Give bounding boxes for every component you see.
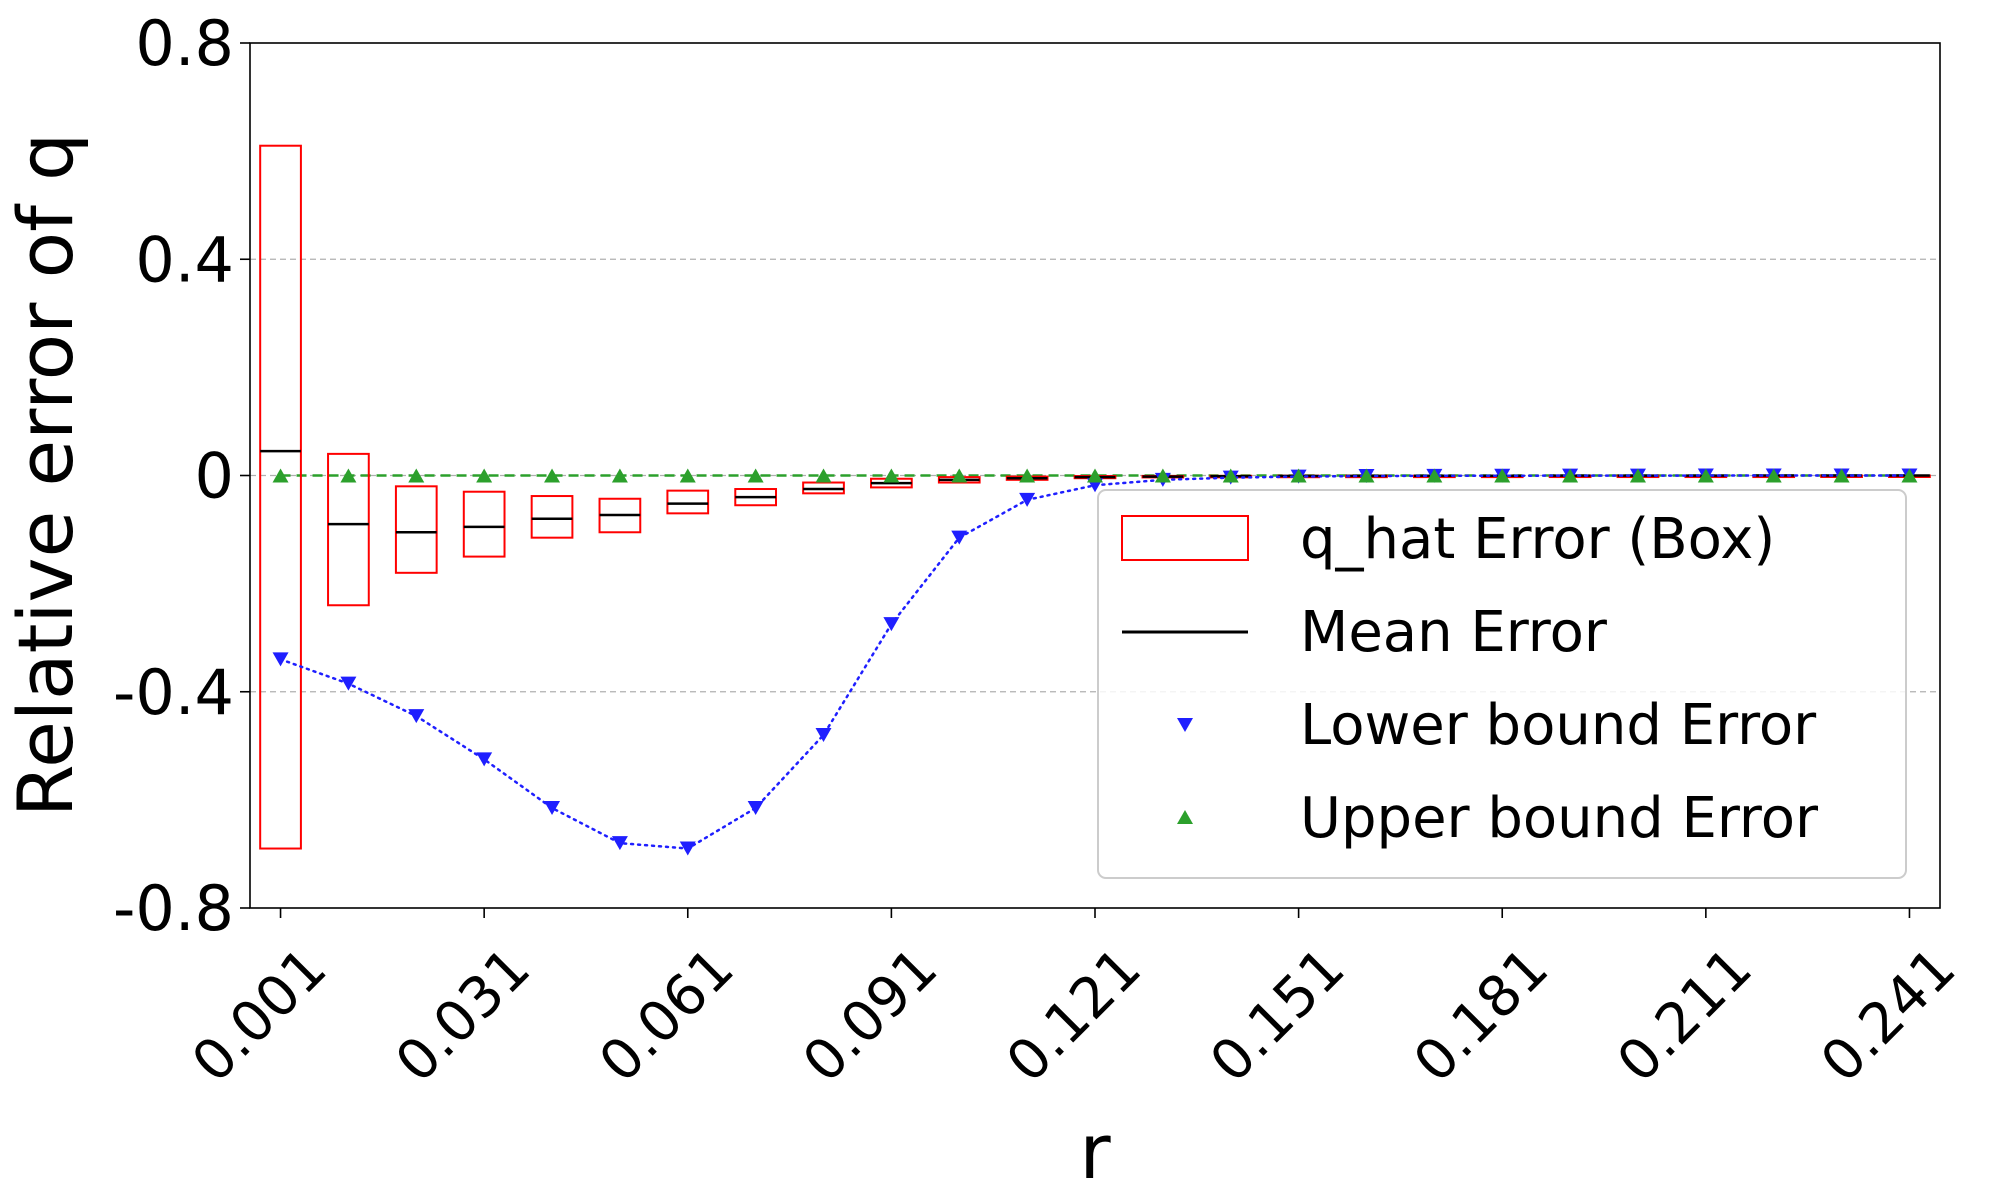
lower-bound-point (340, 676, 357, 691)
y-tick-label: 0 (195, 440, 234, 513)
upper-bound-point (340, 468, 357, 483)
lower-bound-point (747, 800, 764, 815)
error-box (462, 490, 506, 558)
upper-bound-point (1901, 468, 1918, 483)
upper-bound-point (679, 468, 696, 483)
upper-bound-point (1833, 468, 1850, 483)
upper-bound-point (1426, 468, 1443, 483)
lower-bound-point (815, 728, 832, 742)
y-axis-label: Relative error of q (1, 133, 90, 817)
lower-bound-point (679, 841, 696, 856)
upper-bound-point (1290, 468, 1307, 483)
legend-frame (1097, 489, 1907, 879)
upper-bound-point (272, 468, 289, 483)
upper-bound-point (1765, 468, 1782, 483)
upper-bound-point (1494, 468, 1511, 483)
y-tick-label: 0.8 (135, 7, 234, 80)
lower-bound-point (408, 709, 425, 724)
legend-key-box (1121, 515, 1249, 561)
upper-bound-point (611, 468, 628, 483)
upper-bound-point (544, 468, 561, 483)
legend: q_hat Error (Box) Mean Error Lower bound… (1097, 489, 1907, 879)
legend-label-box: q_hat Error (Box) (1300, 507, 1775, 572)
error-box (327, 452, 370, 607)
upper-bound-point (747, 468, 764, 483)
error-box (259, 144, 302, 850)
upper-bound-point (1087, 468, 1103, 483)
upper-bound-point (883, 468, 900, 483)
legend-key-upper (1177, 810, 1193, 824)
error-box (530, 495, 574, 539)
y-tick-label: -0.8 (113, 872, 234, 945)
lower-bound-point (611, 836, 628, 851)
error-box (666, 489, 710, 515)
lower-bound-point (883, 617, 900, 632)
upper-bound-point (815, 468, 832, 483)
upper-bound-point (476, 468, 493, 483)
y-tick-label: 0.4 (135, 223, 234, 296)
data-layer (259, 144, 1931, 856)
upper-bound-point (1629, 468, 1646, 483)
upper-bound-point (1697, 468, 1714, 483)
legend-label-lower: Lower bound Error (1300, 693, 1817, 758)
legend-key-lower (1177, 718, 1193, 732)
y-tick-label: -0.4 (113, 656, 234, 729)
upper-bound-point (1562, 468, 1579, 483)
lower-bound-point (1019, 492, 1036, 507)
upper-bound-point (1222, 468, 1239, 483)
legend-label-upper: Upper bound Error (1300, 786, 1819, 851)
lower-bound-point (544, 800, 561, 815)
lower-bound-point (272, 652, 289, 667)
lower-bound-point (951, 530, 968, 545)
upper-bound-point (408, 468, 425, 483)
error-box (394, 485, 438, 574)
upper-bound-point (1358, 468, 1375, 483)
legend-label-mean: Mean Error (1300, 600, 1608, 665)
lower-bound-point (476, 752, 493, 767)
upper-bound-point (1019, 468, 1036, 483)
upper-bound-point (1154, 468, 1171, 483)
x-axis-label: r (1079, 1107, 1111, 1196)
upper-bound-point (951, 468, 968, 483)
